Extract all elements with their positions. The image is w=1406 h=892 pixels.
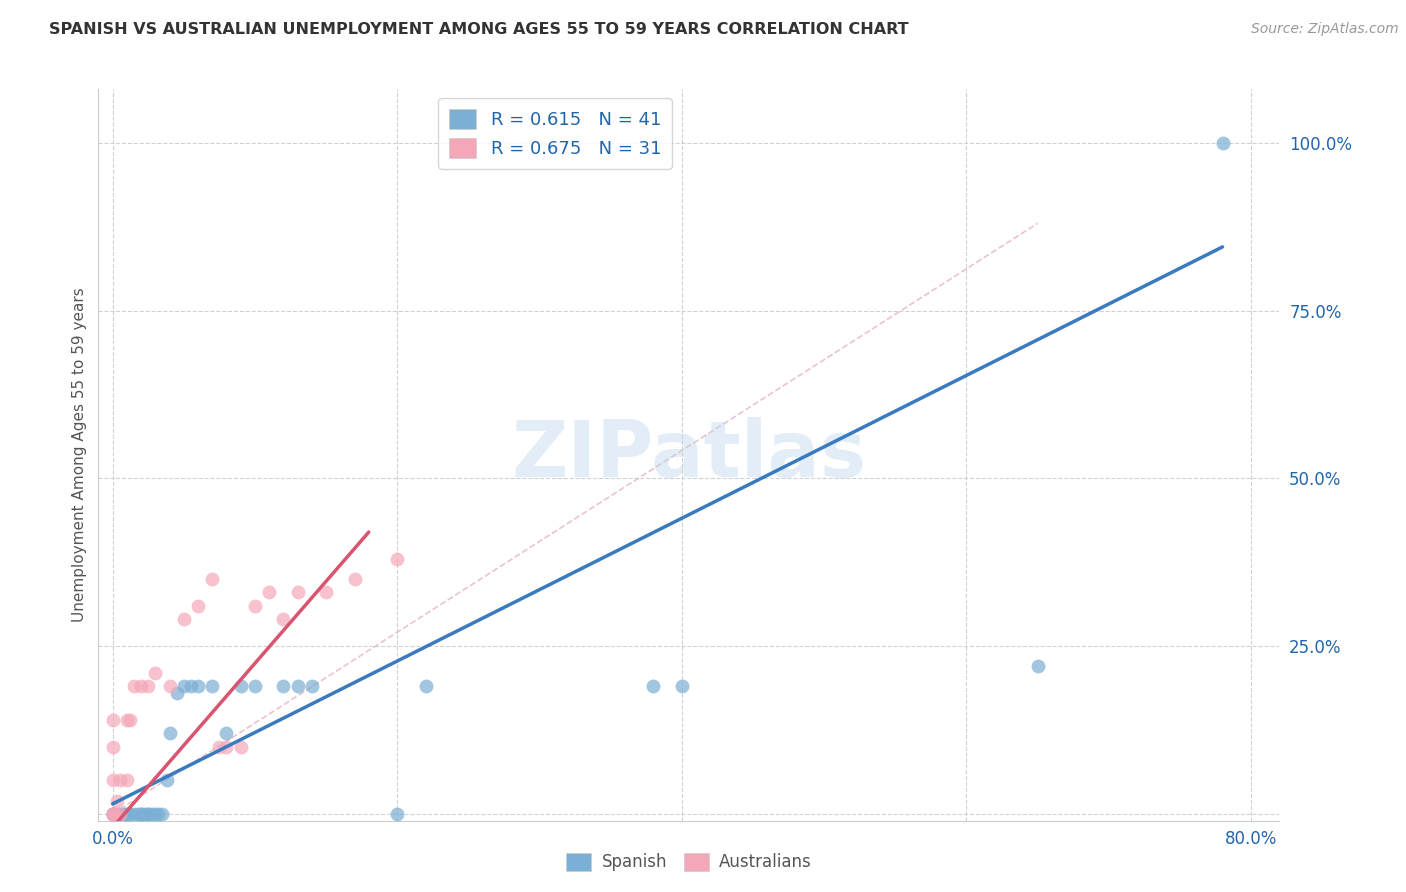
Point	[118, 713, 141, 727]
Point	[115, 773, 138, 788]
Point	[141, 806, 163, 821]
Point	[1026, 659, 1049, 673]
Point	[136, 806, 159, 821]
Point	[273, 612, 295, 626]
Text: ZIPatlas: ZIPatlas	[512, 417, 866, 493]
Point	[415, 680, 437, 694]
Point	[1212, 136, 1234, 150]
Point	[243, 680, 266, 694]
Point	[187, 680, 209, 694]
Point	[301, 680, 323, 694]
Point	[387, 806, 409, 821]
Point	[115, 806, 138, 821]
Point	[101, 806, 124, 821]
Point	[101, 806, 124, 821]
Point	[132, 806, 155, 821]
Point	[148, 806, 170, 821]
Point	[105, 793, 128, 807]
Point	[201, 680, 224, 694]
Point	[143, 665, 166, 680]
Point	[143, 806, 166, 821]
Legend: Spanish, Australians: Spanish, Australians	[560, 847, 818, 878]
Point	[101, 806, 124, 821]
Point	[115, 713, 138, 727]
Text: SPANISH VS AUSTRALIAN UNEMPLOYMENT AMONG AGES 55 TO 59 YEARS CORRELATION CHART: SPANISH VS AUSTRALIAN UNEMPLOYMENT AMONG…	[49, 22, 908, 37]
Point	[129, 680, 152, 694]
Point	[127, 806, 149, 821]
Text: Source: ZipAtlas.com: Source: ZipAtlas.com	[1251, 22, 1399, 37]
Point	[105, 806, 128, 821]
Point	[136, 680, 159, 694]
Point	[115, 806, 138, 821]
Point	[101, 713, 124, 727]
Point	[201, 572, 224, 586]
Point	[129, 806, 152, 821]
Point	[208, 739, 231, 754]
Point	[101, 806, 124, 821]
Point	[287, 585, 309, 599]
Point	[173, 612, 195, 626]
Point	[343, 572, 366, 586]
Point	[122, 806, 145, 821]
Point	[101, 773, 124, 788]
Point	[136, 806, 159, 821]
Point	[118, 806, 141, 821]
Point	[387, 552, 409, 566]
Point	[671, 680, 693, 694]
Point	[104, 806, 127, 821]
Point	[173, 680, 195, 694]
Point	[101, 739, 124, 754]
Point	[156, 773, 179, 788]
Point	[112, 806, 135, 821]
Point	[104, 806, 127, 821]
Point	[108, 806, 131, 821]
Point	[243, 599, 266, 613]
Point	[273, 680, 295, 694]
Point	[315, 585, 337, 599]
Point	[101, 806, 124, 821]
Point	[159, 680, 181, 694]
Point	[287, 680, 309, 694]
Point	[229, 739, 252, 754]
Point	[166, 686, 188, 700]
Point	[215, 739, 238, 754]
Point	[101, 806, 124, 821]
Point	[122, 680, 145, 694]
Point	[108, 773, 131, 788]
Point	[215, 726, 238, 740]
Point	[180, 680, 202, 694]
Point	[129, 806, 152, 821]
Point	[159, 726, 181, 740]
Point	[187, 599, 209, 613]
Point	[643, 680, 665, 694]
Point	[229, 680, 252, 694]
Point	[108, 806, 131, 821]
Point	[101, 806, 124, 821]
Point	[257, 585, 280, 599]
Y-axis label: Unemployment Among Ages 55 to 59 years: Unemployment Among Ages 55 to 59 years	[72, 287, 87, 623]
Point	[152, 806, 174, 821]
